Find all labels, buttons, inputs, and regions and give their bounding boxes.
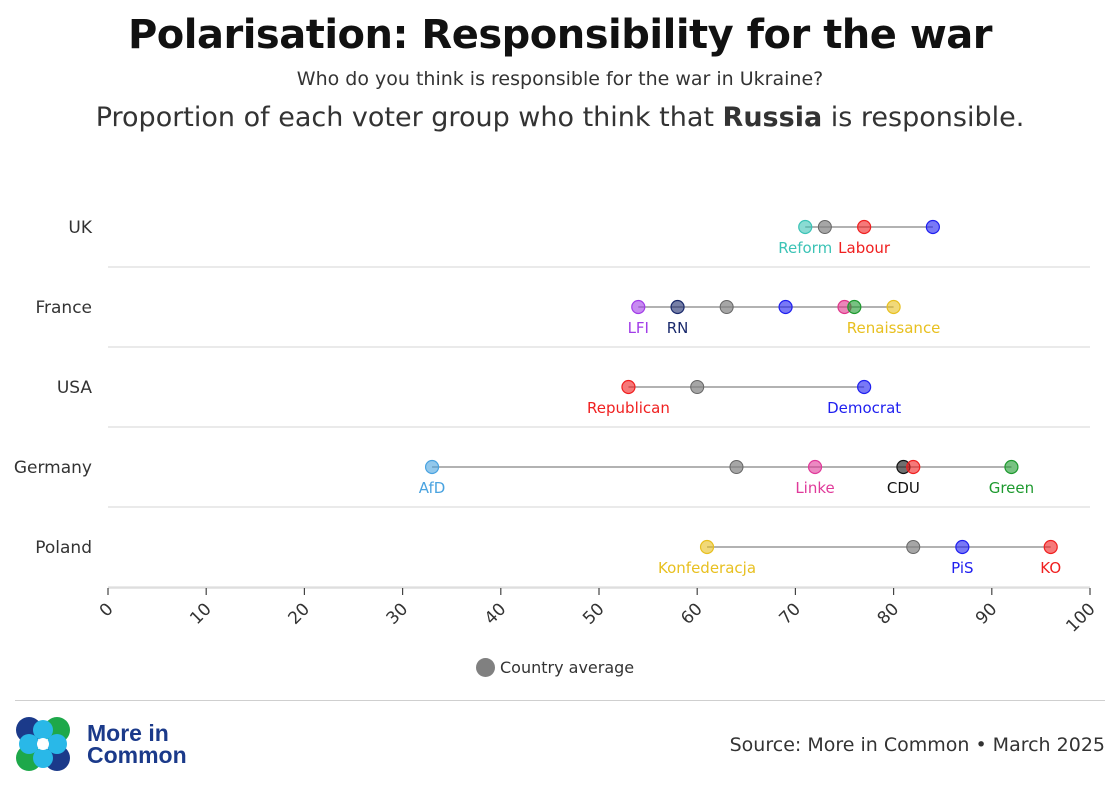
footer-divider: [15, 700, 1105, 701]
more-in-common-logo: More in Common: [15, 716, 187, 772]
question-emphasis: Russia: [722, 102, 823, 133]
x-tick-label: 50: [579, 599, 608, 628]
country-label: USA: [57, 378, 93, 398]
party-point: [670, 299, 685, 315]
x-tick-label: 100: [1062, 599, 1099, 636]
party-point: [1043, 539, 1058, 555]
country-average-point: [906, 540, 921, 554]
legend-label: Country average: [500, 658, 635, 677]
party-label: Green: [989, 479, 1034, 497]
party-label: KO: [1040, 559, 1061, 577]
party-label: Konfederacja: [658, 559, 756, 577]
x-tick-label: 70: [775, 599, 804, 628]
country-average-point: [690, 380, 705, 394]
party-point: [847, 299, 862, 315]
party-point: [424, 459, 440, 475]
question-prefix: Proportion of each voter group who think…: [95, 102, 723, 133]
chart-subtitle: Who do you think is responsible for the …: [296, 68, 824, 90]
country-average-point: [719, 300, 734, 314]
party-point: [906, 459, 921, 475]
dot-range-chart: UK Reform Labour France LFI RN Renaissance USA R…: [14, 218, 1100, 636]
country-label: Poland: [35, 538, 92, 558]
x-tick-label: 20: [284, 599, 313, 628]
party-point: [778, 299, 793, 315]
question-suffix: is responsible.: [822, 102, 1025, 133]
country-label: France: [35, 298, 92, 318]
party-point: [857, 379, 872, 395]
x-tick-label: 10: [186, 599, 215, 628]
party-label: LFI: [628, 319, 649, 337]
party-label: Linke: [795, 479, 834, 497]
country-average-point: [817, 220, 832, 234]
party-point: [699, 539, 715, 555]
party-point: [1004, 459, 1019, 475]
party-point: [886, 299, 901, 315]
party-label: Renaissance: [847, 319, 941, 337]
legend-average-marker: [476, 658, 495, 677]
party-label: PiS: [951, 559, 973, 577]
logo-icon: [16, 717, 70, 771]
party-label: Republican: [587, 399, 670, 417]
party-point: [807, 459, 823, 475]
country-label: Germany: [14, 458, 92, 478]
x-tick-label: 40: [481, 599, 510, 628]
party-point: [621, 379, 636, 395]
x-tick-label: 60: [677, 599, 706, 628]
party-point: [857, 219, 872, 235]
country-average-point: [729, 460, 744, 474]
logo-wordmark: More in Common: [87, 720, 187, 768]
x-tick-label: 90: [972, 599, 1001, 628]
party-label: Democrat: [827, 399, 901, 417]
source-note: Source: More in Common • March 2025: [729, 734, 1105, 756]
logo-line-2: Common: [87, 742, 187, 768]
party-label: CDU: [887, 479, 920, 497]
party-label: AfD: [419, 479, 446, 497]
x-tick-label: 80: [874, 599, 903, 628]
x-tick-label: 30: [383, 599, 412, 628]
country-label: UK: [68, 218, 92, 238]
party-label: RN: [667, 319, 689, 337]
chart-title: Polarisation: Responsibility for the war: [127, 12, 993, 58]
party-label: Reform: [778, 239, 832, 257]
chart-question: Proportion of each voter group who think…: [0, 102, 1120, 133]
party-point: [925, 219, 940, 235]
party-point: [955, 539, 970, 555]
party-label: Labour: [838, 239, 891, 257]
party-point: [798, 219, 813, 235]
party-point: [631, 299, 646, 315]
logo-line-1: More in: [87, 720, 169, 746]
x-tick-label: 0: [96, 599, 118, 621]
legend: Country average: [476, 658, 634, 677]
